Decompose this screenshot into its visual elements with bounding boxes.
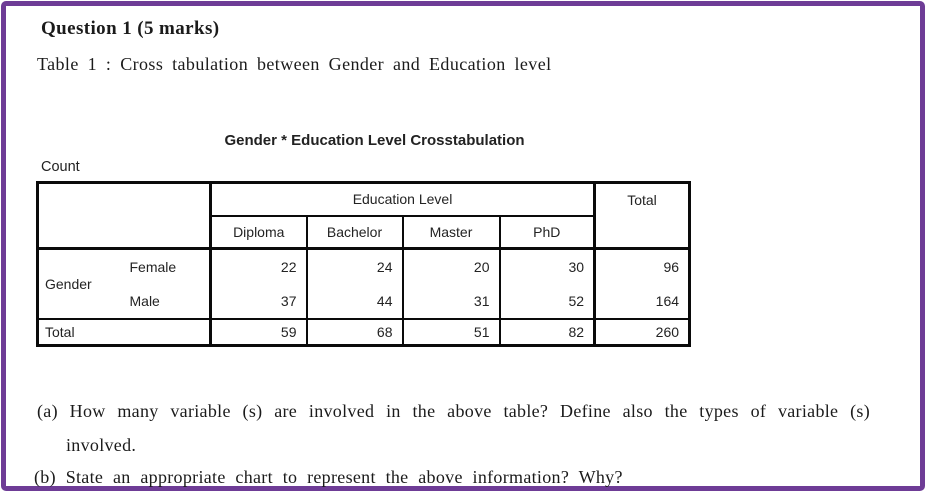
cell-female-total: 96 xyxy=(663,258,680,275)
cell-female-phd: 30 xyxy=(499,248,597,284)
header-row-group: Education Level Total xyxy=(37,182,690,250)
question-part-b: (b) State an appropriate chart to repres… xyxy=(34,467,623,487)
table-row-male: Male 37 44 31 52 164 xyxy=(38,283,690,320)
crosstab-table: Education Level Total Diploma Bachelor M… xyxy=(36,181,692,347)
col-header-phd: PhD xyxy=(499,215,597,250)
row-label-total: Total xyxy=(37,318,212,346)
table-row-total: Total 59 68 51 82 260 xyxy=(37,318,690,346)
col-header-diploma: Diploma xyxy=(210,215,308,250)
question-part-a-line2: involved. xyxy=(66,435,137,455)
cell-female-bachelor: 24 xyxy=(306,248,404,284)
cell-total-bachelor: 68 xyxy=(306,318,404,346)
count-label: Count xyxy=(41,159,80,175)
cell-total-master: 51 xyxy=(402,318,501,346)
header-row-columns: Diploma Bachelor Master PhD xyxy=(38,215,690,250)
crosstab-title: Gender * Education Level Crosstabulation xyxy=(224,132,525,149)
education-level-group-header: Education Level xyxy=(210,182,597,217)
table-caption: Table 1 : Cross tabulation between Gende… xyxy=(37,54,552,74)
col-header-bachelor: Bachelor xyxy=(306,215,404,250)
total-column-header: Total xyxy=(594,182,690,250)
row-group-header-gender: Gender xyxy=(37,248,126,320)
cell-male-master: 31 xyxy=(402,283,501,320)
question-heading: Question 1 (5 marks) xyxy=(41,18,220,39)
cell-male-bachelor: 44 xyxy=(306,283,404,320)
page-border-frame: Question 1 (5 marks) Table 1 : Cross tab… xyxy=(1,1,925,491)
cell-male-phd: 52 xyxy=(499,283,597,320)
cell-total-diploma: 59 xyxy=(210,318,308,346)
cell-total-total: 260 xyxy=(655,323,680,340)
row-label-male: Male xyxy=(125,283,212,320)
col-header-master: Master xyxy=(402,215,501,250)
cell-total-phd: 82 xyxy=(499,318,597,346)
stub-empty-cell xyxy=(37,182,212,250)
table-row-female: Gender Female 22 24 20 30 96 xyxy=(37,248,690,320)
row-label-female: Female xyxy=(125,248,212,284)
cell-male-diploma: 37 xyxy=(210,283,308,320)
question-part-a-line1: (a) How many variable (s) are involved i… xyxy=(37,401,871,421)
cell-male-total: 164 xyxy=(594,283,690,320)
cell-female-diploma: 22 xyxy=(210,248,308,284)
cell-female-master: 20 xyxy=(402,248,501,284)
